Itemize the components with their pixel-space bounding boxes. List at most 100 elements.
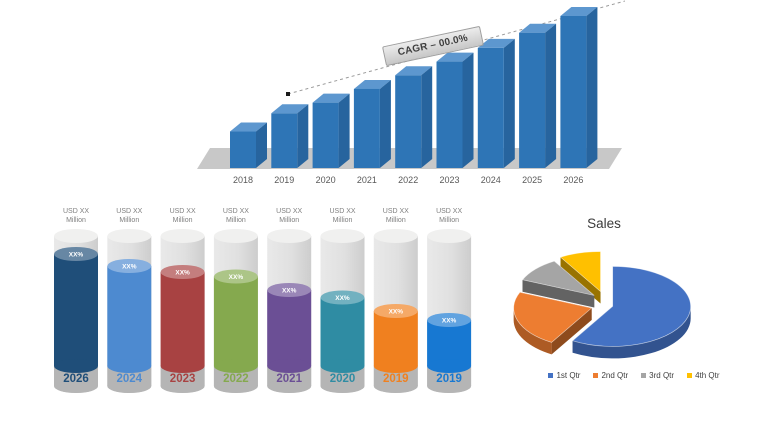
bar-year-label: 2019 <box>274 175 294 185</box>
cylinder-year-label: 2026 <box>63 373 89 385</box>
legend-item: 3rd Qtr <box>641 371 674 380</box>
bar-3d: 2022 <box>395 66 433 185</box>
pie-slice <box>571 266 692 359</box>
bar-3d: 2018 <box>230 122 267 185</box>
bar-front-face <box>519 32 546 168</box>
cylinder-shell-top <box>107 229 152 243</box>
bar-year-label: 2024 <box>481 175 501 185</box>
cylinder-base-bottom <box>54 379 98 393</box>
bar-top-face <box>312 93 350 103</box>
pie-slice-cut-wall <box>522 279 595 308</box>
cylinder-fill-body <box>213 276 258 366</box>
cylinder-gauge: XX% 2023 USD XX Million <box>160 208 205 393</box>
cylinder-fill-bottom <box>267 359 312 373</box>
cylinder-gauge: XX% 2019 USD XX Million <box>373 208 418 393</box>
bar-side-face <box>586 7 598 168</box>
pie-slice-rim-wall <box>513 308 552 355</box>
growth-bar-chart-canvas: 2018 2019 2020 2021 2022 2023 2024 2025 2026 <box>197 0 625 185</box>
cylinder-shell-top <box>427 229 472 243</box>
cylinder-shell-top <box>213 229 258 243</box>
cylinder-year-label: 2021 <box>276 373 302 385</box>
pie-slice <box>513 291 593 355</box>
bar-top-face <box>353 79 391 89</box>
fill-percent-label: XX% <box>69 252 84 259</box>
pie-slice-rim-wall <box>572 306 691 359</box>
legend-label: 2nd Qtr <box>601 371 629 380</box>
pie-slice-top <box>521 260 595 296</box>
cylinder-gauge: XX% 2024 USD XX Million <box>107 208 152 393</box>
cylinder-gauge: XX% 2020 USD XX Million <box>320 208 365 393</box>
cylinder-base-bottom <box>267 379 312 393</box>
fill-percent-label: XX% <box>389 309 404 316</box>
usd-label-line1: USD XX <box>436 208 462 215</box>
usd-label-line1: USD XX <box>116 208 142 215</box>
bar-side-face <box>256 122 267 168</box>
fill-percent-label: XX% <box>442 318 457 325</box>
cylinder-base-bottom <box>320 379 365 393</box>
cylinder-shell-top <box>373 229 418 243</box>
usd-label-line2: Million <box>226 217 246 224</box>
cylinder-fill-top <box>320 290 365 305</box>
bar-year-label: 2023 <box>439 175 459 185</box>
cylinder-gauge: XX% 2026 USD XX Million <box>54 208 98 393</box>
fill-percent-label: XX% <box>282 288 297 295</box>
bar-side-face <box>462 52 474 168</box>
cylinder-base-bottom <box>160 379 205 393</box>
bar-top-face <box>519 23 557 33</box>
bar-year-label: 2021 <box>357 175 377 185</box>
cylinder-fill-body <box>427 320 472 366</box>
bar-top-face <box>395 66 433 76</box>
usd-label-line1: USD XX <box>223 208 249 215</box>
cylinder-fill-body <box>267 290 312 366</box>
cylinder-gauge: XX% 2022 USD XX Million <box>213 208 258 393</box>
growth-bar-chart: 2018 2019 2020 2021 2022 2023 2024 2025 2026 <box>185 0 625 192</box>
cylinder-base-bottom <box>213 379 258 393</box>
bar-side-face <box>545 23 557 168</box>
cylinder-fill-bottom <box>213 359 258 373</box>
usd-label-line2: Million <box>119 217 139 224</box>
cylinder-fill-bottom <box>160 359 205 373</box>
bar-front-face <box>230 131 256 168</box>
cylinder-shell-top <box>160 229 205 243</box>
bar-3d: 2019 <box>271 104 309 185</box>
bar-front-face <box>312 102 339 168</box>
cylinder-fill-body <box>160 272 205 366</box>
cylinder-fill-top <box>427 313 472 327</box>
legend-label: 3rd Qtr <box>649 371 675 380</box>
legend-marker <box>687 373 693 378</box>
legend-item: 4th Qtr <box>687 371 720 380</box>
cylinder-gauge-canvas: XX% 2026 USD XX Million XX% 2024 USD XX Million… <box>54 208 472 393</box>
cylinder-fill-body <box>107 266 152 366</box>
cylinder-fill-top <box>54 247 98 261</box>
usd-label-line1: USD XX <box>329 208 355 215</box>
usd-label-line2: Million <box>66 217 86 224</box>
bar-year-label: 2022 <box>398 175 418 185</box>
fill-percent-label: XX% <box>229 274 244 281</box>
bar-3d: 2026 <box>560 7 598 185</box>
bar-3d: 2020 <box>312 93 350 185</box>
pie-slice-top <box>571 266 692 347</box>
bar-front-face <box>353 88 380 168</box>
cylinder-fill-top <box>373 304 418 318</box>
bar-front-face <box>271 113 298 168</box>
bar-top-face <box>436 52 474 62</box>
bar-front-face <box>436 61 463 168</box>
bar-side-face <box>297 104 309 168</box>
bar-year-label: 2026 <box>563 175 583 185</box>
legend-item: 2nd Qtr <box>593 371 628 380</box>
pie-slice-top <box>559 251 601 293</box>
bar-year-label: 2025 <box>522 175 542 185</box>
cylinder-shell-top <box>320 229 365 243</box>
bar-side-face <box>379 79 391 168</box>
cylinder-shell-top <box>267 229 312 243</box>
pie-slice-cut-wall <box>551 308 592 355</box>
bar-front-face <box>477 47 504 168</box>
bar-3d: 2021 <box>353 79 391 185</box>
cylinder-base-bottom <box>107 379 152 393</box>
cylinder-fill-body <box>320 297 365 366</box>
trend-start-dot <box>286 92 290 96</box>
usd-label-line1: USD XX <box>383 208 409 215</box>
cylinder-fill-top <box>267 283 312 297</box>
cylinder-base-bottom <box>427 379 472 393</box>
